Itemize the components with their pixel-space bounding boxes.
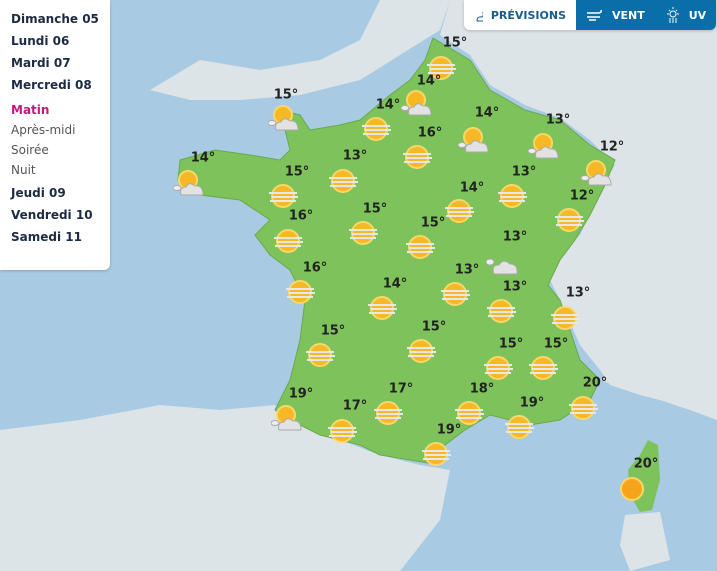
sun-fog-icon[interactable] bbox=[303, 341, 337, 369]
sun-fog-icon[interactable] bbox=[403, 233, 437, 261]
sun-cloud-icon[interactable] bbox=[172, 169, 207, 197]
temperature-label: 15° bbox=[543, 336, 569, 352]
temperature-label: 13° bbox=[511, 164, 537, 180]
temperature-label: 13° bbox=[454, 262, 480, 278]
tab-uv[interactable]: UV bbox=[654, 0, 717, 30]
tab-label: UV bbox=[688, 8, 707, 22]
temperature-label: 16° bbox=[288, 208, 314, 224]
sun-fog-icon[interactable] bbox=[359, 115, 393, 143]
temperature-label: 15° bbox=[362, 201, 388, 217]
temperature-label: 13° bbox=[502, 279, 528, 295]
sun-fog-icon[interactable] bbox=[400, 143, 434, 171]
temperature-label: 14° bbox=[382, 276, 408, 292]
temperature-label: 13° bbox=[565, 285, 591, 301]
temperature-label: 16° bbox=[302, 260, 328, 276]
sun-fog-icon[interactable] bbox=[438, 280, 472, 308]
time-slot-item[interactable]: Soirée bbox=[11, 143, 49, 157]
neighbors-east bbox=[440, 0, 717, 400]
temperature-label: 14° bbox=[459, 180, 485, 196]
sun-fog-icon[interactable] bbox=[566, 394, 600, 422]
sun-fog-icon[interactable] bbox=[502, 413, 536, 441]
temperature-label: 17° bbox=[342, 398, 368, 414]
sun-fog-icon[interactable] bbox=[548, 304, 582, 332]
sun-fog-icon[interactable] bbox=[266, 182, 300, 210]
cloud-icon[interactable] bbox=[485, 248, 520, 276]
time-slot-item[interactable]: Nuit bbox=[11, 163, 36, 177]
italy bbox=[600, 320, 717, 420]
temperature-label: 17° bbox=[388, 381, 414, 397]
sun-fog-icon[interactable] bbox=[283, 278, 317, 306]
sun-fog-icon[interactable] bbox=[481, 354, 515, 382]
temperature-label: 16° bbox=[417, 125, 443, 141]
sun-cloud-icon[interactable] bbox=[400, 89, 435, 117]
day-item[interactable]: Dimanche 05 bbox=[11, 12, 99, 26]
sun-fog-icon[interactable] bbox=[419, 440, 453, 468]
sun-fog-icon[interactable] bbox=[424, 54, 458, 82]
temperature-label: 19° bbox=[519, 395, 545, 411]
sun-fog-icon[interactable] bbox=[552, 206, 586, 234]
sun-fog-icon[interactable] bbox=[495, 182, 529, 210]
temperature-label: 15° bbox=[420, 215, 446, 231]
temperature-label: 15° bbox=[442, 35, 468, 51]
temperature-label: 14° bbox=[190, 150, 216, 166]
sun-cloud-icon[interactable] bbox=[267, 104, 302, 132]
temperature-label: 15° bbox=[498, 336, 524, 352]
temperature-label: 12° bbox=[569, 188, 595, 204]
temperature-label: 12° bbox=[599, 139, 625, 155]
tab-vent[interactable]: VENT bbox=[576, 0, 655, 30]
day-item[interactable]: Lundi 06 bbox=[11, 34, 70, 48]
time-slot-item[interactable]: Après-midi bbox=[11, 123, 76, 137]
sun-fog-icon[interactable] bbox=[271, 227, 305, 255]
sun-fog-icon[interactable] bbox=[442, 197, 476, 225]
sun-fog-icon[interactable] bbox=[371, 399, 405, 427]
temperature-label: 13° bbox=[502, 229, 528, 245]
sun-fog-icon[interactable] bbox=[365, 294, 399, 322]
uk bbox=[150, 0, 450, 100]
sun-cloud-icon[interactable] bbox=[270, 404, 305, 432]
temperature-label: 14° bbox=[474, 105, 500, 121]
tab-previsions[interactable]: PRÉVISIONS bbox=[464, 0, 576, 30]
day-item[interactable]: Jeudi 09 bbox=[11, 186, 66, 200]
temperature-label: 13° bbox=[342, 148, 368, 164]
day-item[interactable]: Mercredi 08 bbox=[11, 78, 92, 92]
sun-cloud-icon bbox=[476, 11, 483, 22]
time-slot-item[interactable]: Matin bbox=[11, 103, 50, 117]
sun-cloud-icon[interactable] bbox=[457, 126, 492, 154]
sun-fog-icon[interactable] bbox=[346, 219, 380, 247]
temperature-label: 15° bbox=[273, 87, 299, 103]
temperature-label: 15° bbox=[421, 319, 447, 335]
view-tabs: PRÉVISIONS VENT UV bbox=[464, 0, 717, 30]
sun-fog-icon[interactable] bbox=[325, 417, 359, 445]
sun-cloud-icon[interactable] bbox=[580, 159, 615, 187]
temperature-label: 19° bbox=[436, 422, 462, 438]
sun-fog-icon[interactable] bbox=[326, 167, 360, 195]
day-selector: Dimanche 05 Lundi 06 Mardi 07 Mercredi 08 Ma… bbox=[0, 0, 110, 270]
tab-label: VENT bbox=[612, 8, 645, 22]
sun-fog-icon[interactable] bbox=[484, 297, 518, 325]
temperature-label: 19° bbox=[288, 386, 314, 402]
sun-fog-icon[interactable] bbox=[404, 337, 438, 365]
sun-icon[interactable] bbox=[615, 475, 649, 503]
temperature-label: 15° bbox=[284, 164, 310, 180]
tab-label: PRÉVISIONS bbox=[490, 8, 566, 22]
france bbox=[177, 37, 616, 466]
temperature-label: 14° bbox=[416, 73, 442, 89]
sun-cloud-icon[interactable] bbox=[527, 132, 562, 160]
temperature-label: 20° bbox=[582, 375, 608, 391]
day-item[interactable]: Vendredi 10 bbox=[11, 208, 93, 222]
temperature-label: 20° bbox=[633, 456, 659, 472]
sardinia bbox=[620, 512, 670, 571]
spain bbox=[0, 405, 450, 571]
uv-icon bbox=[666, 7, 679, 23]
temperature-label: 15° bbox=[320, 323, 346, 339]
day-item[interactable]: Mardi 07 bbox=[11, 56, 71, 70]
temperature-label: 18° bbox=[469, 381, 495, 397]
sun-fog-icon[interactable] bbox=[452, 399, 486, 427]
day-item[interactable]: Samedi 11 bbox=[11, 230, 82, 244]
sun-fog-icon[interactable] bbox=[526, 354, 560, 382]
temperature-label: 13° bbox=[545, 112, 571, 128]
wind-icon bbox=[587, 9, 602, 21]
temperature-label: 14° bbox=[375, 97, 401, 113]
